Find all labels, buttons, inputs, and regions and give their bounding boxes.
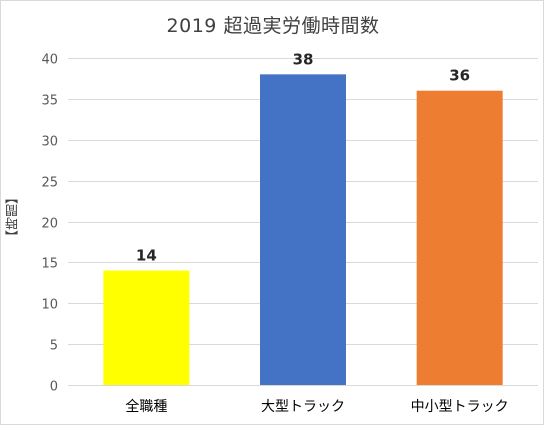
- y-tick-label: 10: [41, 298, 58, 313]
- bar: [416, 90, 503, 385]
- x-category-label: 中小型トラック: [411, 399, 509, 415]
- y-tick-label: 0: [50, 380, 58, 395]
- chart-title: 2019 超過実労働時間数: [166, 15, 380, 37]
- x-category-label: 全職種: [125, 398, 167, 415]
- y-tick-label: 20: [41, 217, 58, 232]
- bar: [260, 74, 346, 385]
- x-category-label: 大型トラック: [261, 399, 345, 415]
- data-label: 38: [293, 50, 314, 68]
- data-label: 36: [449, 67, 470, 85]
- y-tick-label: 25: [41, 176, 58, 191]
- y-tick-label: 5: [50, 339, 58, 354]
- data-label: 14: [136, 247, 157, 265]
- y-tick-label: 35: [41, 94, 58, 109]
- y-tick-label: 40: [41, 53, 58, 68]
- bar: [103, 270, 190, 385]
- y-tick-label: 30: [41, 135, 58, 150]
- y-tick-label: 15: [41, 257, 58, 272]
